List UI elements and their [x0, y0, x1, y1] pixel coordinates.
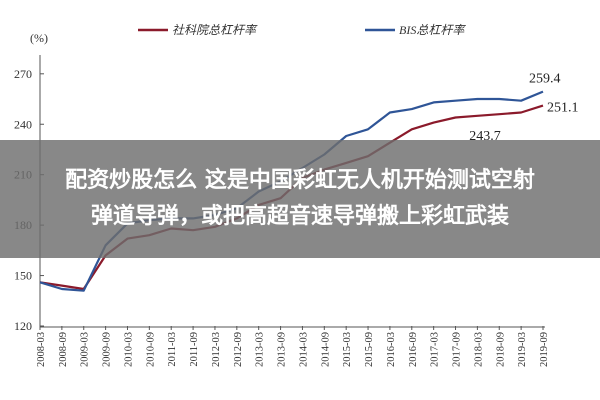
x-tick-label: 2014-03 — [298, 332, 309, 367]
y-tick-label: 150 — [14, 269, 32, 283]
headline-line-2: 弹道导弹，或把高超音速导弹搬上彩虹武装 — [90, 204, 509, 229]
x-tick-label: 2016-03 — [386, 332, 397, 367]
legend-label: 社科院总杠杆率 — [172, 23, 258, 37]
x-tick-label: 2014-09 — [320, 332, 331, 367]
x-tick-label: 2008-09 — [58, 332, 69, 367]
x-tick-label: 2018-09 — [495, 332, 506, 367]
headline-line-1: 配资炒股怎么 这是中国彩虹无人机开始测试空射 — [65, 168, 535, 193]
x-tick-label: 2009-03 — [80, 332, 91, 367]
legend-label: BIS总杠杆率 — [399, 23, 466, 37]
x-tick-label: 2012-03 — [211, 332, 222, 367]
x-tick-label: 2009-09 — [102, 332, 113, 367]
x-tick-label: 2017-09 — [452, 332, 463, 367]
y-axis-unit: (%) — [30, 31, 48, 45]
x-tick-label: 2013-09 — [277, 332, 288, 367]
x-tick-label: 2010-03 — [123, 332, 134, 367]
data-label: 259.4 — [529, 72, 561, 87]
x-tick-label: 2018-03 — [473, 332, 484, 367]
x-tick-label: 2017-03 — [430, 332, 441, 367]
x-tick-label: 2012-09 — [233, 332, 244, 367]
x-tick-label: 2011-03 — [167, 332, 178, 367]
x-tick-label: 2015-03 — [342, 332, 353, 367]
x-tick-label: 2013-03 — [255, 332, 266, 367]
y-tick-label: 240 — [14, 117, 32, 131]
x-tick-label: 2008-03 — [36, 332, 47, 367]
y-tick-label: 270 — [14, 67, 32, 81]
x-tick-label: 2019-09 — [539, 332, 550, 367]
y-tick-label: 120 — [14, 319, 32, 333]
x-tick-label: 2019-03 — [517, 332, 528, 367]
x-tick-label: 2015-09 — [364, 332, 375, 367]
headline-overlay[interactable]: 配资炒股怎么 这是中国彩虹无人机开始测试空射 弹道导弹，或把高超音速导弹搬上彩虹… — [0, 140, 600, 258]
x-tick-label: 2010-09 — [145, 332, 156, 367]
x-tick-label: 2011-09 — [189, 332, 200, 367]
x-tick-label: 2016-09 — [408, 332, 419, 367]
data-label: 251.1 — [547, 101, 579, 116]
